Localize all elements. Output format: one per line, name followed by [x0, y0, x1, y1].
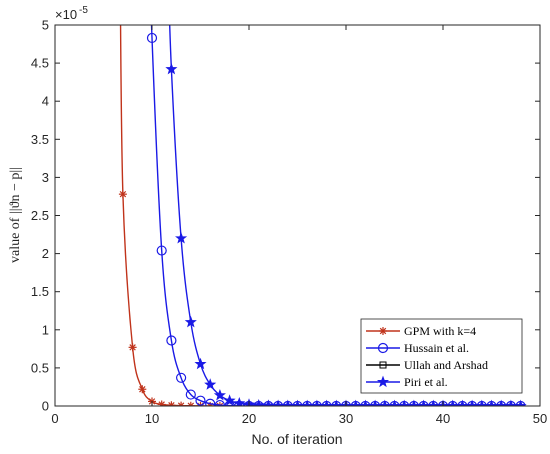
legend-entry: Piri et al.	[366, 375, 448, 389]
y-axis-label: value of ||ϑn − p||	[8, 167, 23, 263]
data-point	[252, 398, 265, 406]
y-tick-label: 3.5	[31, 132, 49, 147]
series-3	[165, 25, 527, 406]
y-exponent-base: ×10	[55, 7, 77, 22]
y-tick-label: 5	[42, 18, 49, 33]
data-point	[205, 398, 216, 406]
legend: GPM with k=4 Hussain et al. Ullah and Arsh…	[360, 318, 523, 394]
data-point	[214, 399, 225, 406]
y-tick-label: 3	[42, 170, 49, 185]
y-tick-label: 1	[42, 322, 49, 337]
x-tick-label: 10	[145, 411, 159, 426]
tick-layer: 0 10 20 30 40 50 0 0.5 1 1.5 2 2.5 3 3.5 4 4.5 5	[31, 18, 547, 427]
legend-entry: Ullah and Arshad	[366, 358, 488, 372]
x-tick-label: 40	[436, 411, 450, 426]
data-point	[156, 245, 167, 256]
data-point	[175, 231, 188, 244]
legend-entry: Hussain et al.	[366, 341, 469, 355]
data-point	[165, 62, 178, 75]
legend-label: GPM with k=4	[404, 324, 476, 338]
legend-label: Hussain et al.	[404, 341, 469, 355]
data-point	[514, 399, 527, 406]
y-tick-label: 2.5	[31, 208, 49, 223]
x-tick-label: 30	[339, 411, 353, 426]
legend-marker	[379, 327, 387, 335]
y-exponent-power: -5	[79, 5, 88, 16]
y-tick-label: 0	[42, 399, 49, 414]
data-point	[157, 400, 166, 406]
legend-label: Piri et al.	[404, 375, 448, 389]
data-point	[176, 372, 187, 383]
series-layer	[118, 25, 527, 406]
x-tick-label: 20	[242, 411, 256, 426]
data-point	[194, 357, 207, 370]
x-axis-label: No. of iteration	[251, 431, 342, 447]
legend-marker	[377, 342, 389, 354]
y-tick-label: 2	[42, 246, 49, 261]
x-tick-label: 50	[533, 411, 547, 426]
y-tick-label: 4.5	[31, 56, 49, 71]
legend-marker	[376, 375, 390, 388]
x-tick-label: 0	[51, 411, 58, 426]
y-exponent: ×10 -5	[55, 5, 88, 22]
data-point	[138, 385, 147, 394]
legend-marker	[379, 361, 387, 369]
legend-entry: GPM with k=4	[366, 324, 476, 338]
data-point	[213, 388, 226, 401]
data-point	[185, 389, 196, 400]
data-point	[204, 378, 217, 390]
y-tick-label: 4	[42, 94, 49, 109]
data-point	[146, 32, 158, 44]
data-point	[118, 190, 127, 199]
data-point	[223, 394, 236, 406]
data-point	[166, 335, 177, 346]
data-point	[167, 401, 176, 406]
data-point	[128, 343, 137, 352]
y-tick-label: 0.5	[31, 360, 49, 375]
legend-label: Ullah and Arshad	[404, 358, 488, 372]
data-point	[184, 315, 197, 328]
y-tick-label: 1.5	[31, 284, 49, 299]
data-point	[195, 395, 206, 406]
